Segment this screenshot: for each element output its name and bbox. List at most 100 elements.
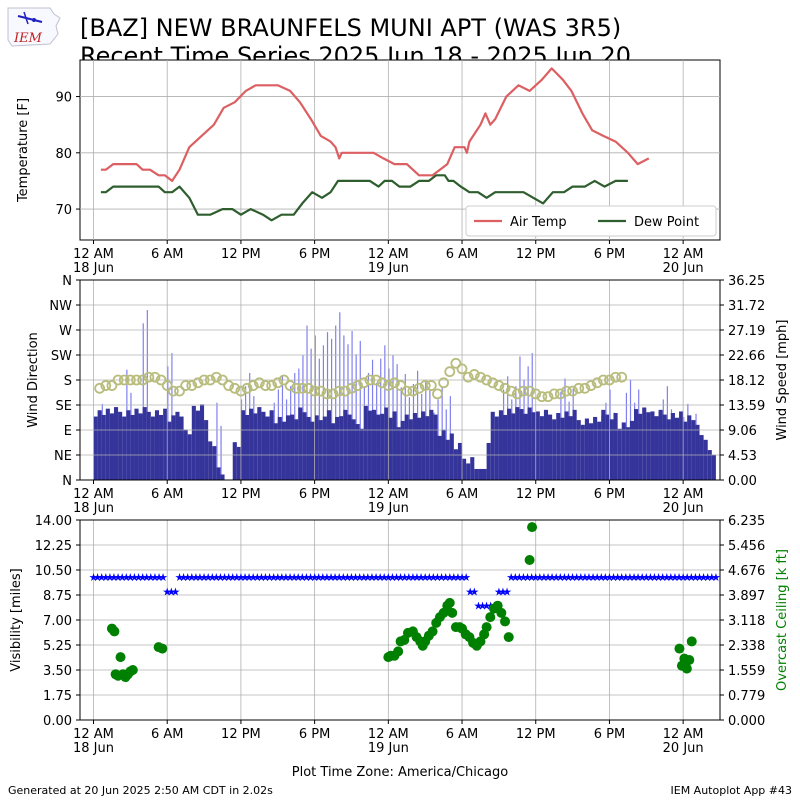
wind-speed-bar	[376, 414, 381, 480]
visibility-point: ★	[166, 585, 176, 598]
wind-speed-bar	[191, 405, 196, 480]
wind-speed-bar	[437, 435, 442, 480]
wind-dir-tick-label-5: SW	[51, 349, 72, 364]
x-axis-label: Plot Time Zone: America/Chicago	[292, 765, 508, 780]
visibility-point: ★	[514, 571, 524, 584]
wind-direction-point	[462, 371, 474, 383]
ceiling-tick-label-4: 3.118	[728, 614, 765, 629]
temp-y-axis-label: Temperature [F]	[16, 98, 31, 203]
wind-direction-point	[217, 374, 228, 386]
x-tick-label-1-6: 12 PM	[516, 247, 556, 262]
visibility-point: ★	[269, 571, 279, 584]
ceiling-tick-label-7: 5.456	[728, 539, 765, 554]
wind-speed-bar	[134, 408, 139, 480]
wind-gust-bar	[318, 358, 320, 480]
wind-dir-tick-label-3: SE	[56, 399, 72, 414]
wind-speed-bar	[331, 423, 336, 480]
visibility-point: ★	[113, 571, 123, 584]
wind-direction-point	[278, 374, 290, 386]
wind-speed-bar	[654, 416, 659, 480]
visibility-point: ★	[670, 571, 680, 584]
visibility-point: ★	[396, 571, 406, 584]
wind-direction-point	[438, 377, 450, 389]
wind-direction-point	[296, 382, 308, 394]
wind-speed-bar	[212, 446, 217, 480]
wind-speed-bar	[290, 414, 295, 480]
visibility-point: ★	[306, 571, 316, 584]
wind-direction-point	[198, 374, 210, 386]
ceiling-point	[686, 636, 697, 647]
visibility-point: ★	[187, 571, 197, 584]
wind-direction-point	[591, 377, 603, 389]
visibility-point: ★	[695, 571, 705, 584]
wind-speed-bar	[392, 411, 397, 480]
wind-gust-bar	[322, 345, 325, 480]
wind-speed-bar	[638, 413, 643, 480]
visibility-point: ★	[207, 571, 217, 584]
temp-y-tick-label-2: 90	[55, 91, 72, 106]
x-tick-date-1-4: 19 Jun	[368, 261, 409, 276]
wind-gust-bar	[351, 331, 353, 480]
visibility-point: ★	[351, 571, 361, 584]
wind-dir-tick-label-1: NE	[54, 449, 72, 464]
wind-speed-bar	[261, 411, 266, 480]
wind-speed-bar	[478, 468, 483, 480]
wind-speed-bar	[171, 415, 176, 480]
wind-speed-bar	[257, 407, 262, 480]
visibility-point: ★	[654, 571, 664, 584]
wind-gust-bar	[146, 310, 148, 480]
wind-direction-point	[499, 382, 511, 394]
iem-logo: IEM	[4, 4, 66, 54]
visibility-point: ★	[564, 571, 574, 584]
wind-speed-bar	[367, 410, 372, 480]
wind-gust-bar	[343, 335, 345, 480]
wind-speed-bar	[159, 414, 164, 480]
visibility-point: ★	[465, 585, 475, 598]
temp-y-tick-label-1: 80	[55, 147, 72, 162]
ceiling-point	[524, 555, 535, 565]
x-tick-label-1-3: 6 PM	[299, 247, 330, 262]
wind-speed-bar	[167, 421, 172, 480]
panel-3-border	[79, 519, 721, 721]
wind-speed-bar	[429, 409, 434, 480]
wind-direction-point	[573, 382, 585, 394]
wind-speed-bar	[326, 410, 332, 480]
wind-speed-bar	[691, 420, 696, 480]
vis-tick-label-4: 7.00	[43, 614, 72, 629]
wind-speed-bar	[187, 434, 192, 480]
wind-direction-point	[401, 385, 413, 397]
x-tick-label-1-7: 6 PM	[594, 247, 625, 262]
wind-speed-bar	[154, 410, 160, 480]
ceiling-point	[444, 597, 455, 608]
wind-speed-bar	[679, 411, 684, 480]
wind-direction-point	[579, 382, 591, 394]
visibility-point: ★	[543, 571, 553, 584]
wind-speed-bar	[122, 416, 127, 480]
wind-direction-point	[247, 380, 259, 391]
ceiling-tick-label-2: 1.559	[728, 664, 765, 679]
wind-speed-bar	[285, 415, 291, 480]
visibility-point: ★	[130, 571, 140, 584]
visibility-point: ★	[228, 571, 238, 584]
ceiling-point	[481, 622, 492, 633]
wind-speed-bar	[646, 412, 651, 480]
wind-speed-bar	[457, 442, 463, 480]
visibility-point: ★	[289, 571, 299, 584]
wind-speed-bar	[642, 407, 647, 480]
visibility-point: ★	[559, 571, 569, 584]
wind-direction-point	[616, 371, 628, 383]
x-tick-label-2-1: 6 AM	[151, 487, 184, 502]
wind-direction-point	[395, 380, 407, 391]
wind-direction-point	[266, 380, 278, 391]
wind-speed-bar	[613, 413, 618, 480]
ceiling-tick-label-6: 4.676	[728, 564, 765, 579]
x-tick-label-1-1: 6 AM	[151, 247, 184, 262]
wind-dir-tick-label-8: N	[62, 274, 72, 289]
x-tick-label-1-2: 12 PM	[221, 247, 261, 262]
vis-tick-label-1: 1.75	[43, 689, 72, 704]
wind-direction-point	[333, 385, 345, 397]
wind-direction-point	[309, 385, 321, 397]
wind-speed-bar	[359, 428, 364, 480]
wind-direction-point	[327, 388, 339, 400]
wind-speed-bar	[253, 413, 258, 480]
